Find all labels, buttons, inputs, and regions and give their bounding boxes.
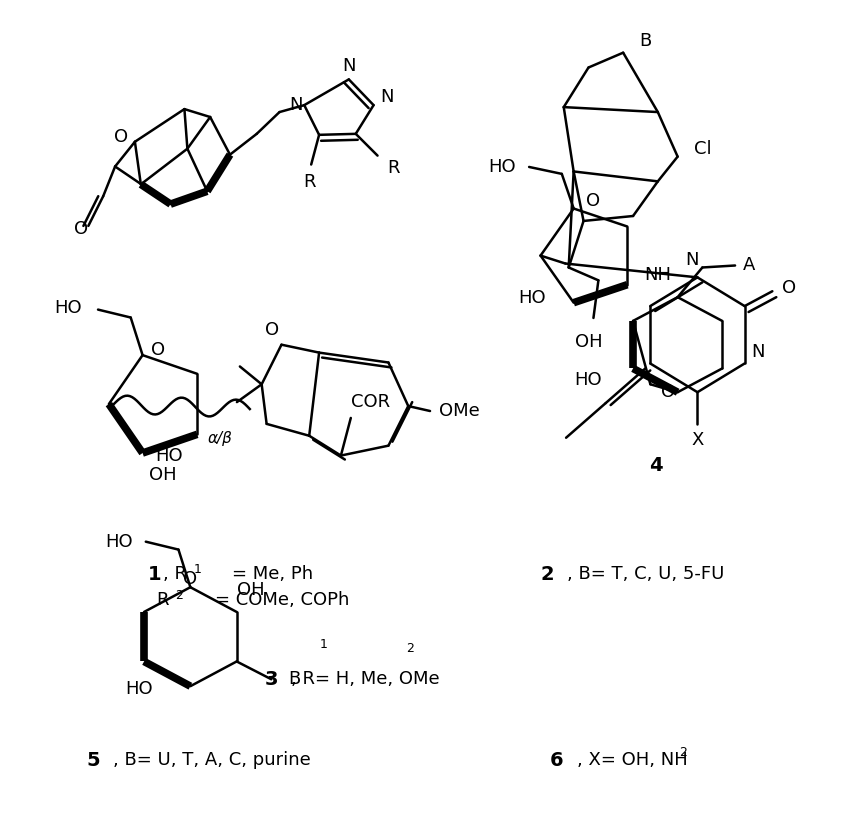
- Text: N: N: [686, 250, 700, 269]
- Text: , R: , R: [162, 565, 186, 583]
- Text: O: O: [782, 279, 796, 297]
- Text: HO: HO: [55, 298, 82, 316]
- Text: HO: HO: [156, 447, 183, 465]
- Text: 3: 3: [264, 670, 278, 689]
- Text: N: N: [381, 88, 394, 106]
- Text: N: N: [290, 96, 303, 115]
- Text: HO: HO: [105, 532, 133, 550]
- Text: 2: 2: [680, 746, 688, 759]
- Text: O: O: [662, 383, 675, 401]
- Text: 2: 2: [540, 564, 554, 584]
- Text: O: O: [183, 570, 198, 588]
- Text: HO: HO: [489, 158, 516, 176]
- Text: OH: OH: [575, 333, 603, 351]
- Text: COR: COR: [351, 393, 390, 411]
- Text: O: O: [114, 128, 128, 146]
- Text: 1: 1: [320, 638, 328, 650]
- Text: X: X: [691, 431, 704, 449]
- Text: N: N: [752, 343, 766, 361]
- Text: α/β: α/β: [207, 431, 232, 447]
- Text: R: R: [303, 173, 316, 191]
- Text: 6: 6: [550, 751, 564, 770]
- Text: A: A: [743, 256, 755, 274]
- Text: O: O: [264, 321, 278, 339]
- Text: 1: 1: [193, 563, 201, 576]
- Text: HO: HO: [518, 288, 546, 307]
- Text: , B= T, C, U, 5-FU: , B= T, C, U, 5-FU: [567, 565, 724, 583]
- Text: , B= U, T, A, C, purine: , B= U, T, A, C, purine: [113, 751, 311, 770]
- Text: 2: 2: [175, 588, 184, 602]
- Text: HO: HO: [125, 680, 153, 698]
- Text: N: N: [342, 57, 355, 74]
- Text: , X= OH, NH: , X= OH, NH: [577, 751, 688, 770]
- Text: NH: NH: [644, 266, 671, 284]
- Text: B: B: [288, 670, 300, 688]
- Text: 5: 5: [87, 751, 100, 770]
- Text: Cl: Cl: [694, 140, 711, 157]
- Text: R: R: [388, 160, 400, 177]
- Text: OH: OH: [148, 466, 176, 484]
- Text: OMe: OMe: [440, 402, 480, 420]
- Text: OH: OH: [237, 581, 264, 599]
- Text: , R= H, Me, OMe: , R= H, Me, OMe: [291, 670, 440, 688]
- Text: O: O: [151, 340, 165, 358]
- Text: 4: 4: [649, 456, 662, 475]
- Text: HO: HO: [575, 372, 603, 389]
- Text: R: R: [156, 591, 169, 609]
- Text: = Me, Ph: = Me, Ph: [232, 565, 313, 583]
- Text: B: B: [639, 32, 651, 49]
- Text: O: O: [586, 192, 601, 210]
- Text: = COMe, COPh: = COMe, COPh: [215, 591, 349, 609]
- Text: 2: 2: [406, 642, 414, 654]
- Text: 1: 1: [148, 564, 161, 584]
- Text: O: O: [75, 220, 88, 238]
